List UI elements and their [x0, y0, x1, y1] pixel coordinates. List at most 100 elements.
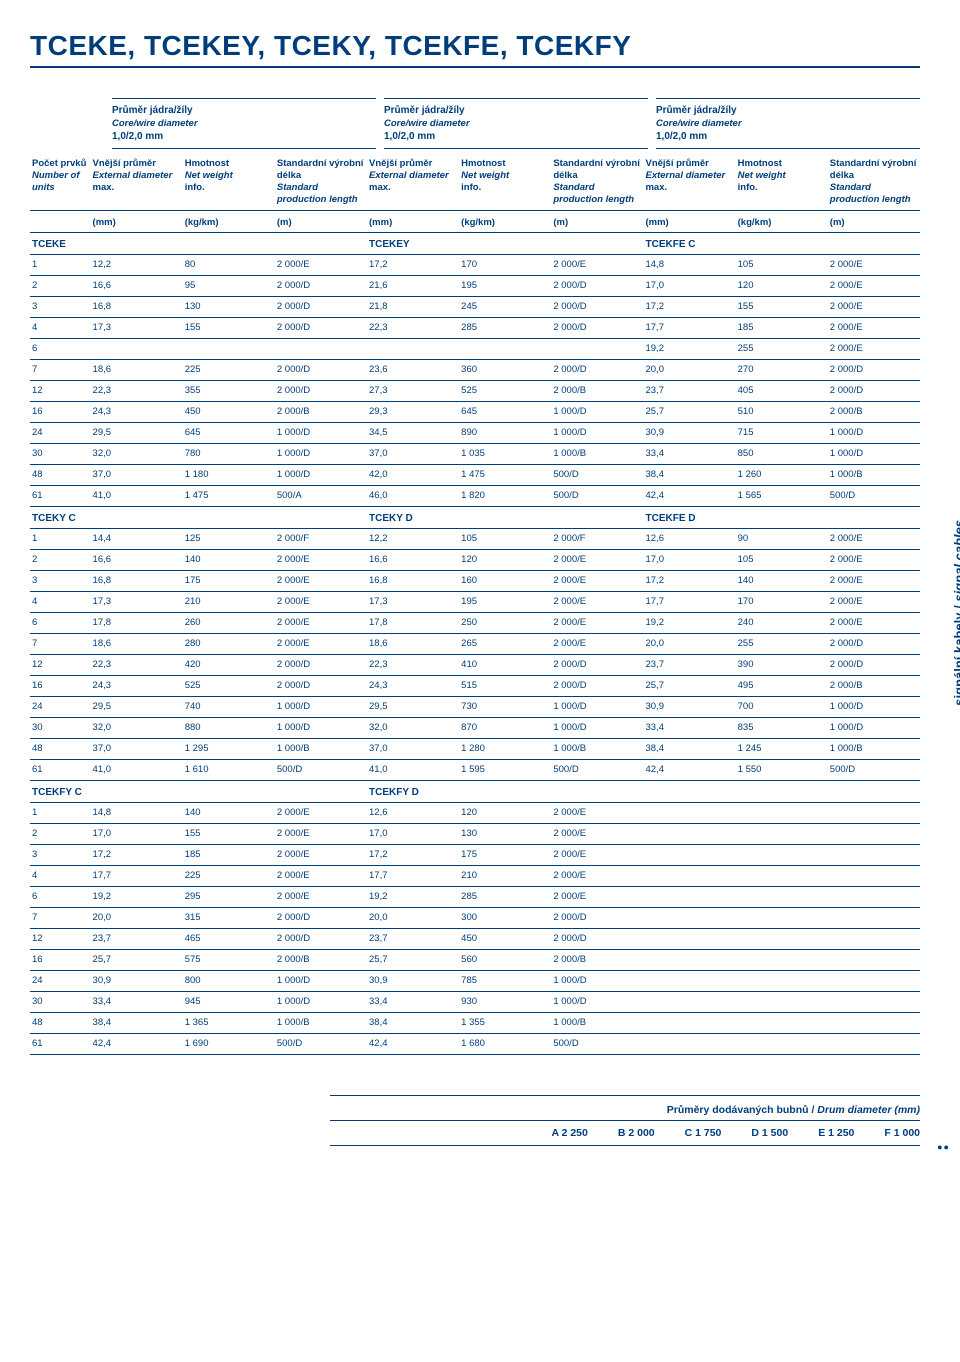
data-cell: 17,7 — [91, 865, 183, 886]
data-cell: 850 — [736, 443, 828, 464]
data-cell: 33,4 — [367, 991, 459, 1012]
data-cell: 38,4 — [367, 1012, 459, 1033]
table-row: 112,2802 000/E17,21702 000/E14,81052 000… — [30, 254, 920, 275]
data-cell: 1 — [30, 254, 91, 275]
col-header: Standardní výrobní délkaStandard product… — [551, 155, 643, 210]
top-header-group-2: Průměr jádra/žíly Core/wire diameter 1,0… — [384, 98, 648, 149]
data-cell: 42,0 — [367, 464, 459, 485]
data-cell: 1 000/B — [275, 738, 367, 759]
table-row: 1625,75752 000/B25,75602 000/B — [30, 949, 920, 970]
data-cell — [736, 865, 828, 886]
top-header-row: Průměr jádra/žíly Core/wire diameter 1,0… — [30, 98, 920, 149]
data-cell: 2 000/E — [551, 633, 643, 654]
data-cell: 525 — [183, 675, 275, 696]
data-cell: 575 — [183, 949, 275, 970]
data-cell: 22,3 — [91, 654, 183, 675]
data-cell: 17,8 — [91, 612, 183, 633]
drum-diameter-item: E 1 250 — [818, 1127, 854, 1139]
data-cell: 3 — [30, 296, 91, 317]
data-cell — [275, 338, 367, 359]
page-number: ●● — [937, 1142, 950, 1152]
data-cell — [828, 823, 920, 844]
data-cell: 12 — [30, 928, 91, 949]
unit-cell: (mm) — [367, 210, 459, 232]
data-cell: 1 365 — [183, 1012, 275, 1033]
data-cell: 23,7 — [643, 380, 735, 401]
data-cell — [736, 991, 828, 1012]
section-label: TCEKFY D — [367, 780, 459, 802]
data-cell: 645 — [183, 422, 275, 443]
data-cell: 17,7 — [643, 591, 735, 612]
data-cell: 2 000/E — [551, 823, 643, 844]
data-cell: 140 — [736, 570, 828, 591]
data-cell: 42,4 — [643, 759, 735, 780]
data-cell: 245 — [459, 296, 551, 317]
data-cell: 2 000/E — [828, 528, 920, 549]
data-cell: 945 — [183, 991, 275, 1012]
data-cell: 19,2 — [91, 886, 183, 907]
data-cell: 1 000/D — [275, 422, 367, 443]
data-cell: 2 000/E — [828, 296, 920, 317]
table-body: TCEKETCEKEYTCEKFE C112,2802 000/E17,2170… — [30, 232, 920, 1054]
data-cell: 510 — [736, 401, 828, 422]
section-header-row: TCEKETCEKEYTCEKFE C — [30, 232, 920, 254]
data-cell: 17,2 — [367, 844, 459, 865]
data-cell: 500/D — [551, 464, 643, 485]
data-cell: 2 000/D — [828, 359, 920, 380]
data-cell: 17,0 — [643, 549, 735, 570]
data-cell: 18,6 — [91, 359, 183, 380]
data-cell — [828, 1012, 920, 1033]
data-cell: 2 000/D — [275, 675, 367, 696]
data-cell — [643, 1033, 735, 1054]
data-cell: 37,0 — [367, 443, 459, 464]
th-line3: 1,0/2,0 mm — [112, 131, 376, 142]
data-cell: 18,6 — [367, 633, 459, 654]
drum-diameter-item: A 2 250 — [551, 1127, 587, 1139]
data-cell — [828, 886, 920, 907]
table-row: 4837,01 2951 000/B37,01 2801 000/B38,41 … — [30, 738, 920, 759]
data-cell: 2 000/E — [551, 865, 643, 886]
data-cell: 500/D — [551, 1033, 643, 1054]
data-cell — [828, 802, 920, 823]
data-cell: 2 000/E — [551, 612, 643, 633]
th-line2: Core/wire diameter — [112, 118, 376, 129]
data-cell: 155 — [183, 823, 275, 844]
table-row: 619,22952 000/E19,22852 000/E — [30, 886, 920, 907]
data-cell: 835 — [736, 717, 828, 738]
data-cell — [736, 844, 828, 865]
data-cell: 1 680 — [459, 1033, 551, 1054]
data-cell: 105 — [459, 528, 551, 549]
data-cell: 30 — [30, 991, 91, 1012]
data-cell: 16,8 — [91, 296, 183, 317]
data-cell: 90 — [736, 528, 828, 549]
table-row: 1223,74652 000/D23,74502 000/D — [30, 928, 920, 949]
data-cell: 14,4 — [91, 528, 183, 549]
data-cell: 355 — [183, 380, 275, 401]
data-cell: 285 — [459, 886, 551, 907]
data-cell: 41,0 — [91, 759, 183, 780]
data-cell: 17,3 — [367, 591, 459, 612]
section-label: TCEKFY C — [30, 780, 91, 802]
data-cell: 260 — [183, 612, 275, 633]
data-cell: 25,7 — [91, 949, 183, 970]
data-cell — [643, 991, 735, 1012]
table-row: 216,61402 000/E16,61202 000/E17,01052 00… — [30, 549, 920, 570]
data-cell: 360 — [459, 359, 551, 380]
data-cell: 210 — [459, 865, 551, 886]
data-cell: 1 000/D — [828, 422, 920, 443]
data-cell: 2 000/E — [828, 338, 920, 359]
data-cell: 780 — [183, 443, 275, 464]
data-cell: 61 — [30, 759, 91, 780]
data-cell: 2 000/D — [275, 654, 367, 675]
data-cell: 1 295 — [183, 738, 275, 759]
data-cell: 24,3 — [91, 675, 183, 696]
data-cell: 2 000/F — [275, 528, 367, 549]
data-cell: 24 — [30, 696, 91, 717]
data-cell: 3 — [30, 844, 91, 865]
data-cell: 22,3 — [367, 317, 459, 338]
data-cell: 1 000/D — [275, 696, 367, 717]
footer-row: A 2 250B 2 000C 1 750D 1 500E 1 250F 1 0… — [330, 1120, 920, 1146]
data-cell: 30,9 — [643, 696, 735, 717]
data-cell: 1 260 — [736, 464, 828, 485]
data-cell: 29,5 — [91, 422, 183, 443]
